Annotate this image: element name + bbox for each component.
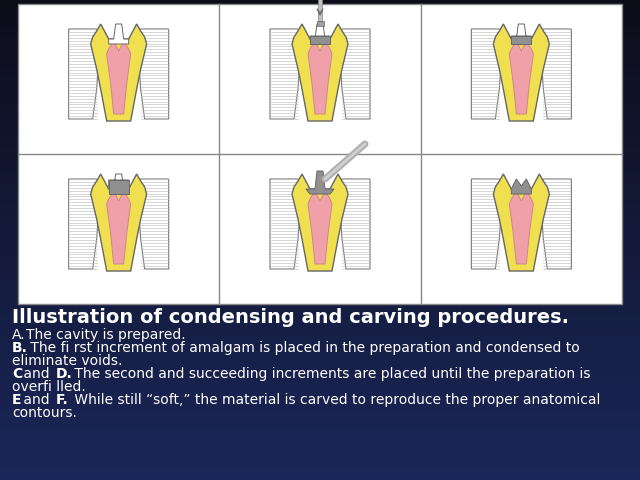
Text: The cavity is prepared.: The cavity is prepared. (26, 328, 186, 342)
Text: and: and (19, 367, 54, 381)
Polygon shape (310, 24, 330, 39)
Bar (318, 0, 322, 21)
Polygon shape (493, 24, 549, 121)
Text: The fi rst increment of amalgam is placed in the preparation and condensed to: The fi rst increment of amalgam is place… (26, 341, 580, 355)
Polygon shape (340, 179, 370, 269)
Polygon shape (109, 174, 129, 189)
Polygon shape (541, 179, 572, 269)
Polygon shape (107, 191, 131, 264)
Polygon shape (511, 24, 531, 39)
Text: eliminate voids.: eliminate voids. (12, 354, 122, 368)
Polygon shape (107, 41, 131, 114)
Polygon shape (270, 179, 300, 269)
Polygon shape (139, 179, 169, 269)
Polygon shape (109, 180, 129, 194)
Polygon shape (292, 174, 348, 271)
Polygon shape (310, 36, 330, 44)
Polygon shape (340, 29, 370, 119)
Text: contours.: contours. (12, 406, 77, 420)
Polygon shape (270, 29, 300, 119)
Text: and: and (19, 393, 54, 407)
Polygon shape (471, 179, 501, 269)
Polygon shape (306, 171, 334, 194)
Text: C: C (12, 367, 22, 381)
Text: F.: F. (55, 393, 68, 407)
Bar (317, 21, 323, 26)
Text: The second and succeeding increments are placed until the preparation is: The second and succeeding increments are… (70, 367, 590, 381)
Text: overfi lled.: overfi lled. (12, 380, 86, 394)
Polygon shape (308, 191, 332, 264)
Polygon shape (493, 174, 549, 271)
Polygon shape (509, 191, 533, 264)
Polygon shape (109, 24, 129, 44)
Polygon shape (139, 29, 169, 119)
Text: B.: B. (12, 341, 28, 355)
Polygon shape (509, 41, 533, 114)
Text: D.: D. (55, 367, 72, 381)
Polygon shape (471, 29, 501, 119)
Text: E: E (12, 393, 22, 407)
Polygon shape (68, 29, 99, 119)
Text: Illustration of condensing and carving procedures.: Illustration of condensing and carving p… (12, 308, 569, 327)
Polygon shape (91, 24, 147, 121)
Polygon shape (91, 174, 147, 271)
Polygon shape (511, 179, 531, 194)
Polygon shape (308, 41, 332, 114)
Polygon shape (68, 179, 99, 269)
Text: A.: A. (12, 328, 26, 342)
Polygon shape (292, 24, 348, 121)
Polygon shape (541, 29, 572, 119)
Bar (18, 4, 622, 304)
Text: While still “soft,” the material is carved to reproduce the proper anatomical: While still “soft,” the material is carv… (70, 393, 600, 407)
Polygon shape (511, 36, 531, 44)
